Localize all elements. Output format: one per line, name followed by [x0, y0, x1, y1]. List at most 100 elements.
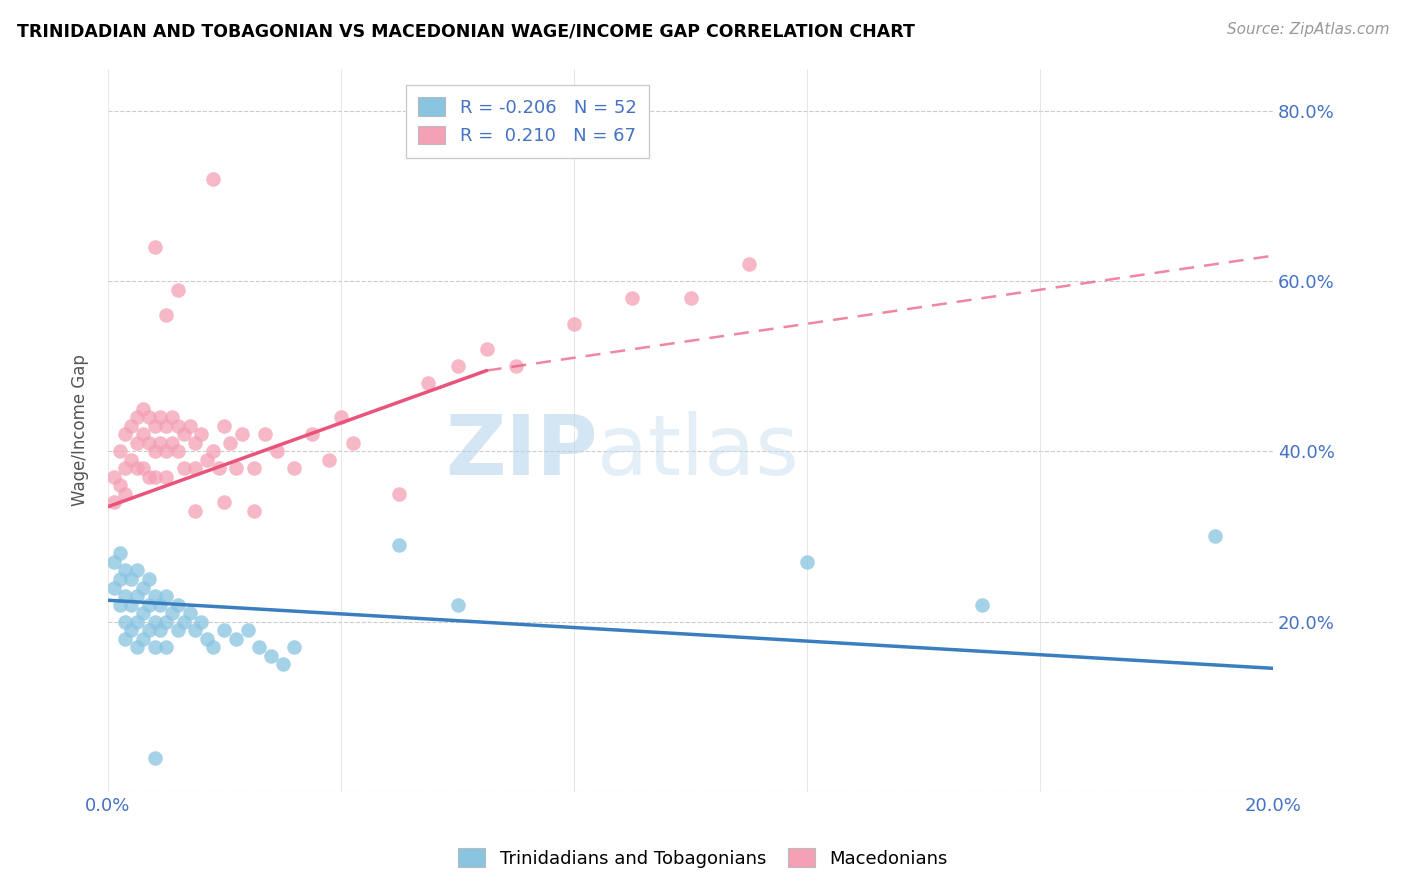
- Point: [283, 640, 305, 654]
- Point: [138, 410, 160, 425]
- Point: [160, 606, 183, 620]
- Point: [173, 615, 195, 629]
- Point: [143, 444, 166, 458]
- Text: Source: ZipAtlas.com: Source: ZipAtlas.com: [1226, 22, 1389, 37]
- Point: [114, 564, 136, 578]
- Point: [260, 648, 283, 663]
- Point: [318, 453, 340, 467]
- Point: [167, 444, 190, 458]
- Point: [143, 240, 166, 254]
- Point: [132, 461, 155, 475]
- Point: [120, 598, 142, 612]
- Point: [214, 623, 236, 637]
- Point: [342, 435, 364, 450]
- Point: [283, 461, 305, 475]
- Point: [190, 427, 212, 442]
- Point: [225, 632, 247, 646]
- Text: ZIP: ZIP: [444, 411, 598, 492]
- Point: [143, 589, 166, 603]
- Point: [388, 538, 411, 552]
- Point: [208, 461, 231, 475]
- Point: [108, 598, 131, 612]
- Point: [155, 470, 177, 484]
- Point: [114, 461, 136, 475]
- Point: [114, 487, 136, 501]
- Point: [242, 504, 264, 518]
- Point: [138, 572, 160, 586]
- Point: [796, 555, 818, 569]
- Point: [120, 418, 142, 433]
- Point: [621, 291, 644, 305]
- Point: [132, 606, 155, 620]
- Point: [143, 640, 166, 654]
- Point: [179, 606, 201, 620]
- Point: [149, 623, 172, 637]
- Point: [179, 418, 201, 433]
- Point: [301, 427, 323, 442]
- Point: [167, 418, 190, 433]
- Text: atlas: atlas: [598, 411, 799, 492]
- Point: [167, 283, 190, 297]
- Point: [195, 632, 218, 646]
- Point: [127, 589, 149, 603]
- Point: [201, 640, 224, 654]
- Point: [167, 623, 190, 637]
- Point: [201, 172, 224, 186]
- Point: [155, 589, 177, 603]
- Point: [127, 640, 149, 654]
- Point: [108, 444, 131, 458]
- Point: [155, 640, 177, 654]
- Point: [138, 435, 160, 450]
- Point: [138, 623, 160, 637]
- Point: [254, 427, 277, 442]
- Point: [114, 589, 136, 603]
- Point: [184, 461, 207, 475]
- Point: [195, 453, 218, 467]
- Point: [160, 435, 183, 450]
- Point: [108, 478, 131, 492]
- Point: [446, 359, 468, 374]
- Point: [127, 410, 149, 425]
- Point: [679, 291, 702, 305]
- Point: [132, 427, 155, 442]
- Y-axis label: Wage/Income Gap: Wage/Income Gap: [72, 354, 89, 506]
- Point: [184, 435, 207, 450]
- Point: [155, 418, 177, 433]
- Point: [127, 435, 149, 450]
- Point: [132, 581, 155, 595]
- Point: [167, 598, 190, 612]
- Point: [103, 581, 125, 595]
- Point: [108, 546, 131, 560]
- Point: [149, 435, 172, 450]
- Point: [149, 410, 172, 425]
- Legend: R = -0.206   N = 52, R =  0.210   N = 67: R = -0.206 N = 52, R = 0.210 N = 67: [405, 85, 650, 158]
- Point: [214, 418, 236, 433]
- Point: [120, 453, 142, 467]
- Point: [155, 308, 177, 322]
- Text: TRINIDADIAN AND TOBAGONIAN VS MACEDONIAN WAGE/INCOME GAP CORRELATION CHART: TRINIDADIAN AND TOBAGONIAN VS MACEDONIAN…: [17, 22, 915, 40]
- Point: [103, 470, 125, 484]
- Point: [190, 615, 212, 629]
- Point: [155, 444, 177, 458]
- Point: [388, 487, 411, 501]
- Point: [143, 750, 166, 764]
- Point: [475, 343, 498, 357]
- Point: [225, 461, 247, 475]
- Point: [114, 632, 136, 646]
- Legend: Trinidadians and Tobagonians, Macedonians: Trinidadians and Tobagonians, Macedonian…: [447, 838, 959, 879]
- Point: [173, 461, 195, 475]
- Point: [242, 461, 264, 475]
- Point: [160, 410, 183, 425]
- Point: [236, 623, 259, 637]
- Point: [108, 572, 131, 586]
- Point: [418, 376, 440, 391]
- Point: [127, 461, 149, 475]
- Point: [149, 598, 172, 612]
- Point: [505, 359, 527, 374]
- Point: [1204, 529, 1226, 543]
- Point: [214, 495, 236, 509]
- Point: [738, 257, 761, 271]
- Point: [103, 555, 125, 569]
- Point: [271, 657, 294, 671]
- Point: [114, 427, 136, 442]
